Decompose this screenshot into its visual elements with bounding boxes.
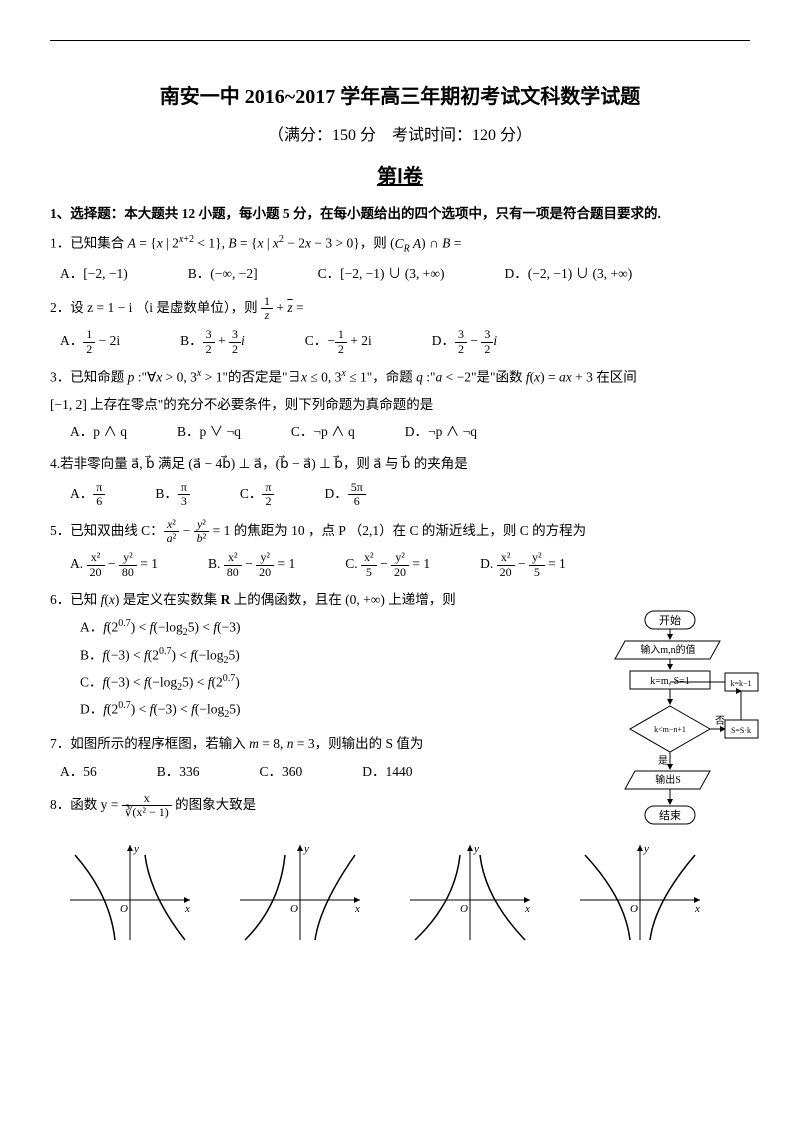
- svg-text:O: O: [630, 903, 638, 915]
- svg-text:O: O: [120, 903, 128, 915]
- q6-opt-c: C．f(−3) < f(−log25) < f(20.7): [80, 671, 530, 696]
- question-6: 6．已知 f(x) 是定义在实数集 R 上的偶函数，且在 (0, +∞) 上递增…: [50, 589, 530, 723]
- q2-opt-c: C．−12 + 2i: [305, 328, 372, 355]
- svg-text:输入m,n的值: 输入m,n的值: [640, 643, 695, 656]
- q4-text: 4.若非零向量 a⃗, b⃗ 满足 (a⃗ − 4b⃗) ⊥ a⃗，(b⃗ − …: [50, 453, 750, 475]
- q4-opt-c: C．π2: [240, 481, 275, 508]
- q6-text: 6．已知 f(x) 是定义在实数集 R 上的偶函数，且在 (0, +∞) 上递增…: [50, 589, 530, 611]
- svg-text:否: 否: [715, 715, 725, 727]
- flowchart-svg: 开始 输入m,n的值 k=m, S=1 k<m−n+1 否 S=S·k k=k−…: [600, 609, 760, 869]
- question-8: 8．函数 y = x∛(x² − 1) 的图象大致是: [50, 792, 530, 819]
- svg-text:y: y: [473, 843, 479, 855]
- q6-opt-d: D．f(20.7) < f(−3) < f(−log25): [80, 698, 530, 723]
- q1-opt-b: B．(−∞, −2]: [188, 263, 258, 285]
- q8-text: 8．函数 y = x∛(x² − 1) 的图象大致是: [50, 792, 530, 819]
- question-7: 7．如图所示的程序框图，若输入 m = 8, n = 3，则输出的 S 值为 A…: [50, 733, 530, 782]
- q7-opt-a: A．56: [60, 761, 97, 783]
- exam-title: 南安一中 2016~2017 学年高三年期初考试文科数学试题: [50, 81, 750, 113]
- svg-text:k<m−n+1: k<m−n+1: [654, 725, 686, 734]
- svg-text:y: y: [133, 843, 139, 855]
- q1-opt-c: C．[−2, −1) ∪ (3, +∞): [318, 263, 445, 285]
- q5-text: 5．已知双曲线 C：x²a² − y²b² = 1 的焦距为 10 ，点 P （…: [50, 518, 750, 545]
- q5-opt-c: C. x²5 − y²20 = 1: [345, 551, 430, 578]
- q1-opt-a: A．[−2, −1): [60, 263, 128, 285]
- svg-text:是: 是: [658, 755, 668, 767]
- question-4: 4.若非零向量 a⃗, b⃗ 满足 (a⃗ − 4b⃗) ⊥ a⃗，(b⃗ − …: [50, 453, 750, 508]
- q3-text2: [−1, 2] 上存在零点"的充分不必要条件，则下列命题为真命题的是: [50, 394, 750, 416]
- q5-opt-a: A. x²20 − y²80 = 1: [70, 551, 158, 578]
- q2-post: =: [293, 300, 304, 315]
- svg-text:S=S·k: S=S·k: [731, 726, 751, 735]
- q7-text: 7．如图所示的程序框图，若输入 m = 8, n = 3，则输出的 S 值为: [50, 733, 530, 755]
- question-3: 3．已知命题 p :"∀x > 0, 3x > 1"的否定是"∃x ≤ 0, 3…: [50, 366, 750, 443]
- svg-text:O: O: [460, 903, 468, 915]
- svg-text:结束: 结束: [659, 809, 681, 822]
- q7-opt-d: D．1440: [362, 761, 412, 783]
- q6-opt-a: A．f(20.7) < f(−log25) < f(−3): [80, 616, 530, 641]
- q2-pre: 2．设 z = 1 − i （i 是虚数单位），则: [50, 300, 261, 315]
- graph-b: y x O: [230, 840, 370, 950]
- q6-opt-b: B．f(−3) < f(20.7) < f(−log25): [80, 644, 530, 669]
- q1-opt-d: D．(−2, −1) ∪ (3, +∞): [505, 263, 633, 285]
- q4-opt-b: B．π3: [155, 481, 190, 508]
- svg-text:k=k−1: k=k−1: [730, 679, 751, 688]
- q1-text: 1．已知集合 A = {x | 2x+2 < 1}, B = {x | x2 −…: [50, 232, 750, 257]
- question-5: 5．已知双曲线 C：x²a² − y²b² = 1 的焦距为 10 ，点 P （…: [50, 518, 750, 579]
- svg-text:y: y: [303, 843, 309, 855]
- question-1: 1．已知集合 A = {x | 2x+2 < 1}, B = {x | x2 −…: [50, 232, 750, 285]
- q7-opt-b: B．336: [157, 761, 200, 783]
- section-instruction: 1、选择题：本大题共 12 小题，每小题 5 分，在每小题给出的四个选项中，只有…: [50, 203, 750, 225]
- svg-text:开始: 开始: [659, 613, 681, 627]
- top-rule: [50, 40, 750, 41]
- svg-text:输出S: 输出S: [655, 773, 681, 786]
- svg-text:x: x: [184, 903, 190, 915]
- q3-opt-a: A．p ∧ q: [70, 421, 127, 443]
- q5-opt-b: B. x²80 − y²20 = 1: [208, 551, 295, 578]
- svg-text:x: x: [354, 903, 360, 915]
- q2-opt-b: B．32 + 32i: [180, 328, 245, 355]
- q2-opt-a: A．12 − 2i: [60, 328, 120, 355]
- exam-subtitle: （满分：150 分 考试时间：120 分）: [50, 123, 750, 149]
- q3-opt-c: C．¬p ∧ q: [291, 421, 355, 443]
- q5-opt-d: D. x²20 − y²5 = 1: [480, 551, 566, 578]
- q3-opt-b: B．p ∨ ¬q: [177, 421, 241, 443]
- q2-text: 2．设 z = 1 − i （i 是虚数单位），则 1z + z =: [50, 295, 750, 322]
- q4-opt-a: A．π6: [70, 481, 105, 508]
- flowchart: 开始 输入m,n的值 k=m, S=1 k<m−n+1 否 S=S·k k=k−…: [600, 609, 760, 877]
- section-title: 第Ⅰ卷: [50, 161, 750, 193]
- q4-opt-d: D．5π6: [324, 481, 365, 508]
- q3-text1: 3．已知命题 p :"∀x > 0, 3x > 1"的否定是"∃x ≤ 0, 3…: [50, 366, 750, 388]
- svg-text:x: x: [694, 903, 700, 915]
- q2-opt-d: D．32 − 32i: [432, 328, 497, 355]
- q3-opt-d: D．¬p ∧ ¬q: [405, 421, 477, 443]
- graph-c: y x O: [400, 840, 540, 950]
- svg-text:x: x: [524, 903, 530, 915]
- graph-a: y x O: [60, 840, 200, 950]
- svg-text:O: O: [290, 903, 298, 915]
- question-2: 2．设 z = 1 − i （i 是虚数单位），则 1z + z = A．12 …: [50, 295, 750, 356]
- q7-opt-c: C．360: [260, 761, 303, 783]
